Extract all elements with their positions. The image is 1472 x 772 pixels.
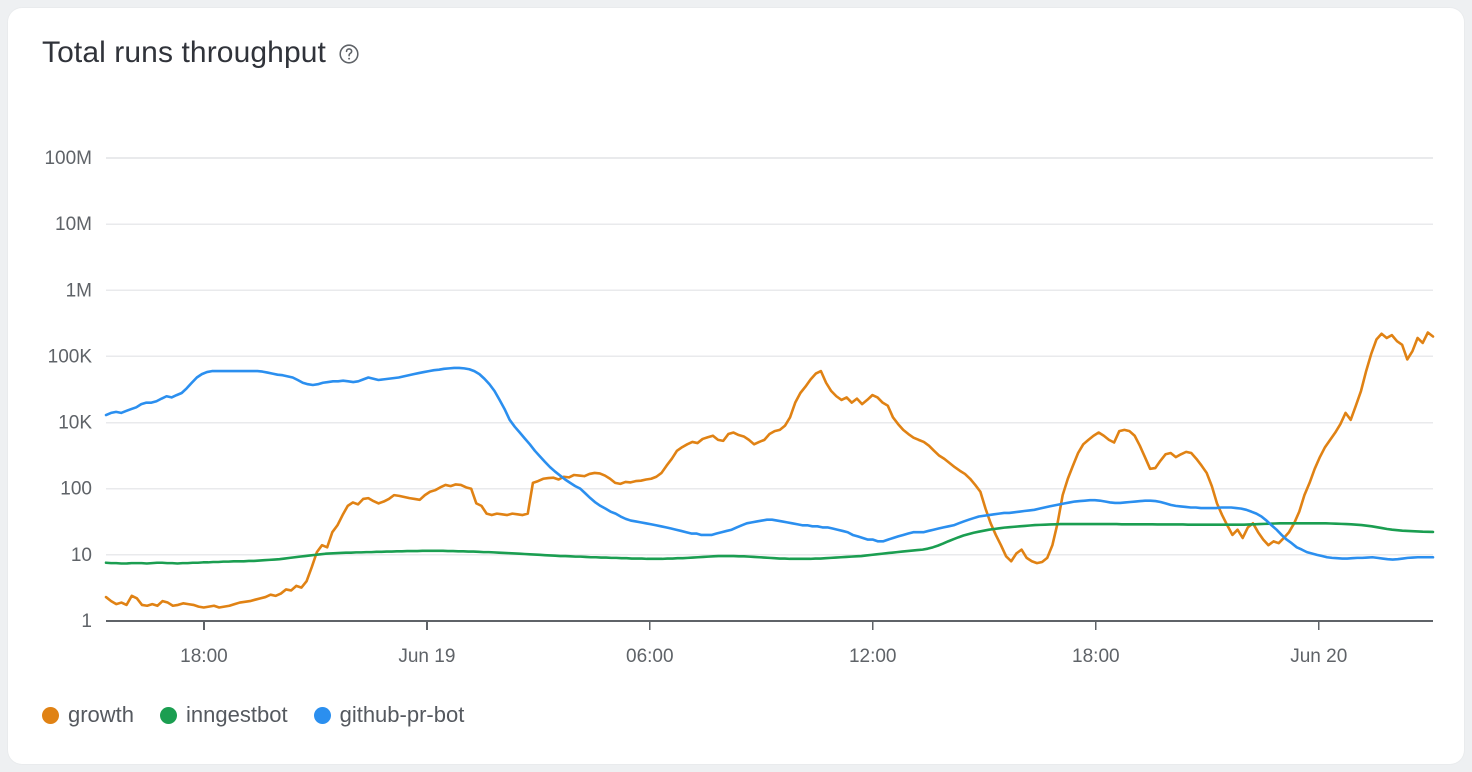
x-axis-tick-label: Jun 19 [398, 646, 455, 667]
help-circle-icon[interactable] [338, 43, 360, 65]
series-group [104, 331, 1435, 609]
y-axis-tick-label: 100M [44, 148, 92, 169]
legend-label: inngestbot [186, 702, 288, 727]
legend-item-inngestbot[interactable]: inngestbot [160, 702, 288, 728]
chart-legend: growth inngestbot github-pr-bot [42, 702, 464, 728]
y-axis-tick-label: 1 [81, 611, 92, 632]
legend-label: github-pr-bot [339, 702, 465, 727]
y-axis-tick-label: 10M [55, 214, 92, 235]
x-axis-tick-label: 06:00 [626, 646, 674, 667]
legend-item-github-pr-bot[interactable]: github-pr-bot [313, 702, 465, 728]
page-title: Total runs throughput [42, 36, 326, 69]
legend-item-growth[interactable]: growth [42, 702, 134, 728]
y-axis-labels-group: 1 10 100 10K 100K 1M 10M 100M [44, 148, 92, 632]
x-axis-tick-label: 12:00 [849, 646, 897, 667]
chart-plot-area: 1 10 100 10K 100K 1M 10M 100M 18:00 Jun 19 06:00 1… [8, 8, 1464, 708]
y-axis-tick-label: 10K [58, 413, 92, 434]
series-line-inngestbot [104, 522, 1435, 565]
series-line-github-pr-bot [104, 366, 1435, 561]
legend-label: growth [68, 702, 135, 727]
series-line-growth [104, 331, 1435, 609]
x-axis-tick-label: 18:00 [1072, 646, 1120, 667]
y-axis-tick-label: 100K [48, 346, 93, 367]
x-axis-tick-label: Jun 20 [1290, 646, 1347, 667]
legend-swatch-icon [313, 706, 331, 724]
y-axis-tick-label: 10 [71, 545, 92, 566]
gridlines-group [106, 157, 1433, 556]
legend-swatch-icon [42, 706, 59, 724]
x-axis-tick-label: 18:00 [180, 646, 228, 667]
y-axis-tick-label: 100 [60, 479, 92, 500]
x-axis-group: 18:00 Jun 19 06:00 12:00 18:00 Jun 20 [106, 619, 1433, 667]
legend-swatch-icon [160, 706, 178, 724]
y-axis-tick-label: 1M [66, 280, 92, 301]
chart-card: Total runs throughput 1 10 100 10K 100K 1M 10M… [8, 8, 1464, 764]
chart-header: Total runs throughput [42, 38, 360, 68]
